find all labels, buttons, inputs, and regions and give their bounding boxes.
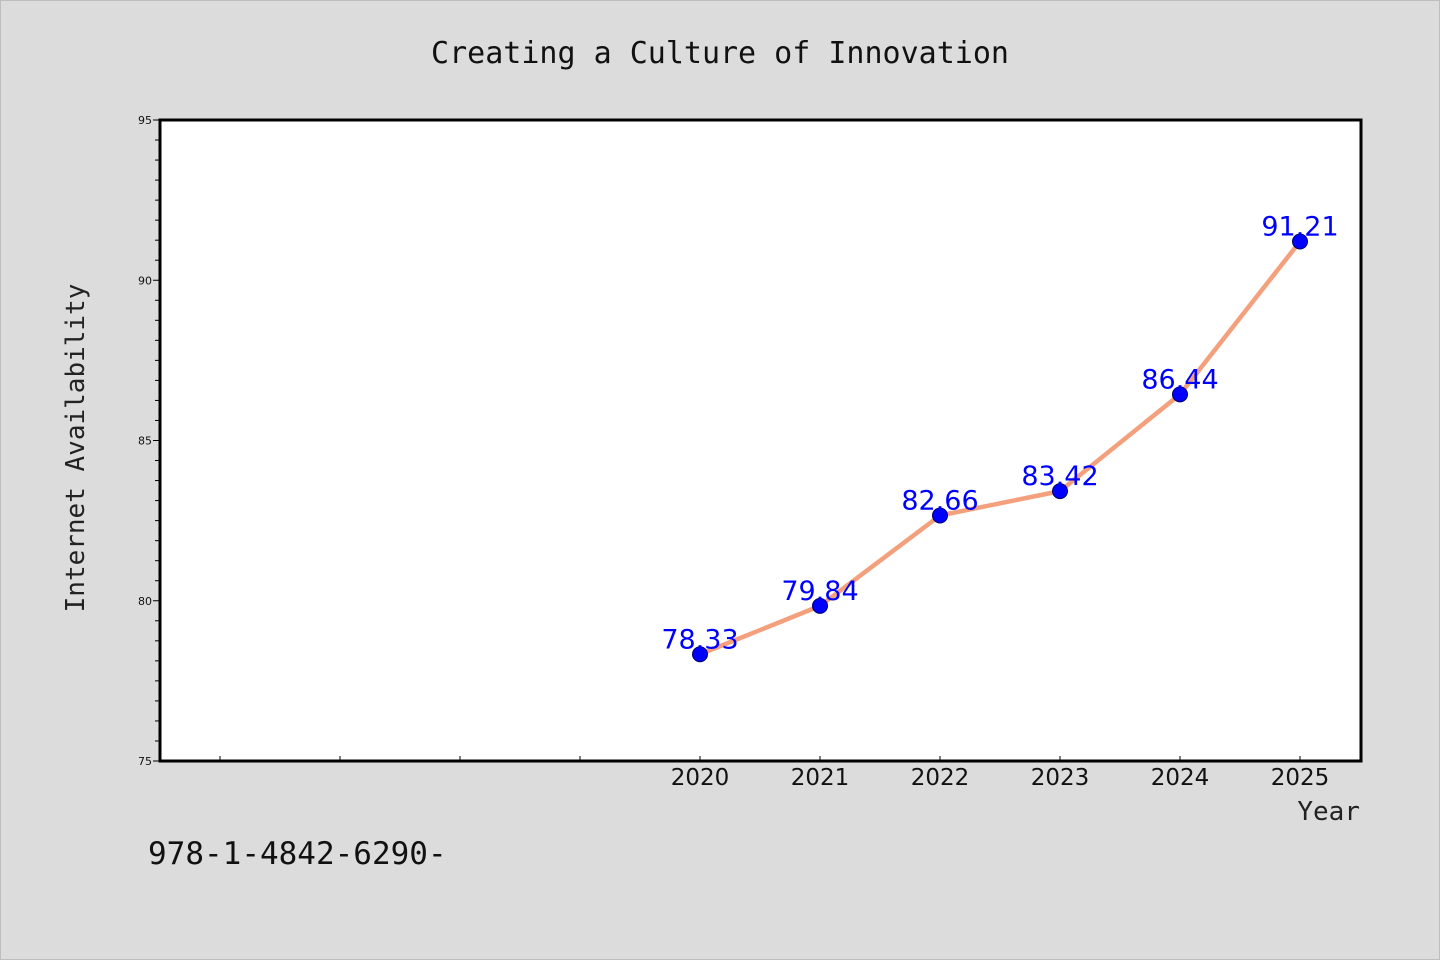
x-axis: 2020 2021 2022 2023 2024 2025 (219, 756, 1330, 791)
data-label: 91.21 (1261, 211, 1338, 242)
data-label: 82.66 (901, 485, 978, 516)
y-tick-label: 75 (138, 755, 152, 768)
x-tick-label: 2021 (791, 765, 850, 791)
y-tick-label: 90 (138, 274, 152, 287)
plot-area (158, 118, 1363, 763)
data-point (1052, 483, 1068, 500)
y-tick-label: 85 (138, 435, 152, 448)
series-internet-availability (692, 233, 1308, 663)
isbn-text: 978-1-4842-6290- (148, 836, 447, 872)
data-point (1172, 386, 1188, 403)
data-point (812, 597, 828, 614)
data-labels: 78.33 79.84 82.66 83.42 86.44 91.21 (661, 211, 1338, 655)
x-tick-label: 2024 (1151, 765, 1210, 791)
chart-title: Creating a Culture of Innovation (431, 36, 1009, 71)
data-label: 79.84 (781, 576, 858, 607)
y-tick-label: 80 (138, 595, 152, 608)
y-axis-label: Internet Availability (61, 284, 91, 613)
x-tick-label: 2022 (911, 765, 970, 791)
data-point (932, 507, 948, 524)
data-label: 83.42 (1021, 461, 1098, 492)
x-tick-label: 2020 (671, 765, 730, 791)
series-line (697, 239, 1303, 657)
y-tick-label: 95 (138, 114, 152, 127)
x-tick-label: 2025 (1271, 765, 1330, 791)
data-label: 78.33 (661, 624, 738, 655)
data-label: 86.44 (1141, 364, 1218, 395)
x-tick-label: 2023 (1031, 765, 1090, 791)
x-axis-label: Year (1297, 797, 1360, 827)
data-point (692, 646, 708, 663)
y-axis: 75 80 85 90 95 (138, 114, 160, 768)
data-point (1292, 233, 1308, 250)
